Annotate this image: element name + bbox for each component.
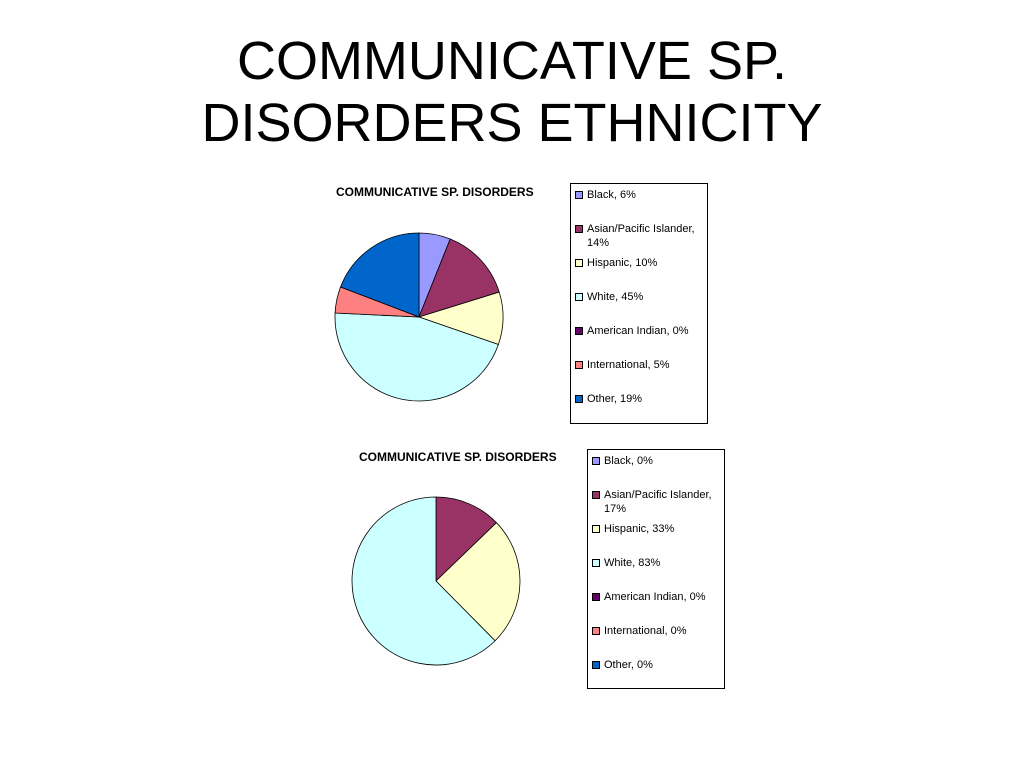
pie-slice-white	[334, 312, 499, 402]
legend-swatch	[575, 191, 583, 199]
legend-swatch	[592, 457, 600, 465]
legend-swatch	[575, 225, 583, 233]
legend-item-asian-pacific-islander: Asian/Pacific Islander, 17%	[592, 488, 720, 522]
legend-label: International, 5%	[587, 359, 670, 371]
legend-label: White, 83%	[604, 557, 661, 569]
legend-label: Hispanic, 33%	[604, 523, 675, 535]
legend-swatch	[575, 293, 583, 301]
legend-item-hispanic: Hispanic, 33%	[592, 522, 720, 556]
legend-item-black: Black, 6%	[575, 188, 703, 222]
legend-swatch	[592, 559, 600, 567]
legend-item-black: Black, 0%	[592, 454, 720, 488]
chart-2-title: COMMUNICATIVE SP. DISORDERS	[359, 450, 557, 464]
slide-title: COMMUNICATIVE SP. DISORDERS ETHNICITY	[0, 30, 1024, 154]
legend-swatch	[592, 491, 600, 499]
slide-title-line-2: DISORDERS ETHNICITY	[201, 93, 823, 153]
legend-label: White, 45%	[587, 291, 644, 303]
legend-swatch	[575, 327, 583, 335]
legend-swatch	[592, 661, 600, 669]
pie-slice-asian-pacific-islander	[418, 238, 500, 318]
legend-swatch	[575, 395, 583, 403]
legend-item-white: White, 45%	[575, 290, 703, 324]
legend-label: American Indian, 0%	[587, 325, 689, 337]
chart-1-title: COMMUNICATIVE SP. DISORDERS	[336, 185, 534, 199]
legend-item-white: White, 83%	[592, 556, 720, 590]
legend-swatch	[592, 525, 600, 533]
slide-title-line-1: COMMUNICATIVE SP.	[236, 31, 788, 91]
legend-label: Black, 6%	[587, 189, 636, 201]
legend-item-other: Other, 19%	[575, 392, 703, 426]
legend-label: Asian/Pacific Islander, 14%	[587, 223, 695, 249]
pie-slice-other	[340, 232, 420, 318]
legend-label: Other, 0%	[604, 659, 653, 671]
legend-swatch	[575, 259, 583, 267]
legend-item-hispanic: Hispanic, 10%	[575, 256, 703, 290]
legend-label: American Indian, 0%	[604, 591, 706, 603]
legend-swatch	[592, 627, 600, 635]
legend-item-other: Other, 0%	[592, 658, 720, 692]
chart-1-legend: Black, 6% Asian/Pacific Islander, 14% Hisp…	[570, 183, 708, 424]
legend-label: Other, 19%	[587, 393, 643, 405]
pie-slice-hispanic	[435, 522, 521, 642]
legend-label: Asian/Pacific Islander, 17%	[604, 489, 712, 515]
legend-item-international: International, 5%	[575, 358, 703, 392]
pie-slice-asian-pacific-islander	[435, 496, 498, 582]
legend-label: International, 0%	[604, 625, 687, 637]
chart-1-pie	[334, 232, 504, 402]
pie-slice-white	[351, 496, 496, 666]
legend-item-international: International, 0%	[592, 624, 720, 658]
legend-item-asian-pacific-islander: Asian/Pacific Islander, 14%	[575, 222, 703, 256]
legend-label: Black, 0%	[604, 455, 653, 467]
chart-2-pie	[351, 496, 521, 666]
legend-item-american-indian: American Indian, 0%	[575, 324, 703, 358]
legend-swatch	[575, 361, 583, 369]
chart-2-legend: Black, 0% Asian/Pacific Islander, 17% Hisp…	[587, 449, 725, 689]
legend-swatch	[592, 593, 600, 601]
legend-item-american-indian: American Indian, 0%	[592, 590, 720, 624]
legend-label: Hispanic, 10%	[587, 257, 658, 269]
